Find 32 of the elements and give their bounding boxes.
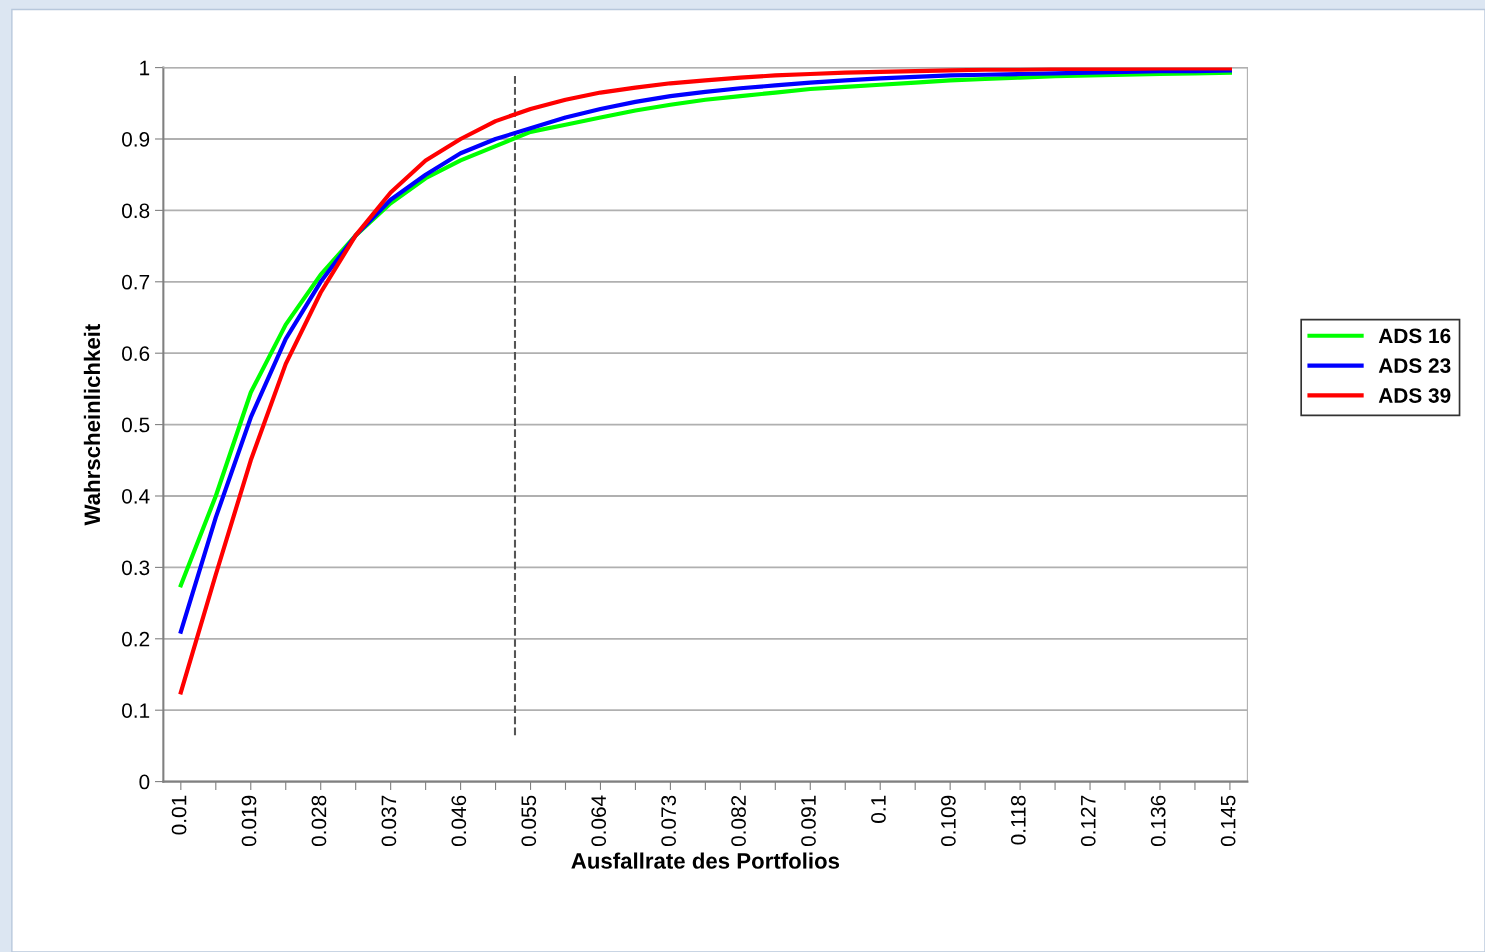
legend-label: ADS 39 (1378, 388, 1451, 403)
x-tick-label: 0.01 (171, 795, 187, 835)
y-tick-label: 0.2 (122, 631, 150, 647)
x-tick-label: 0.109 (941, 795, 956, 847)
x-tick-label: 0.073 (661, 795, 676, 847)
legend-label: ADS 23 (1378, 358, 1451, 374)
x-tick-label: 0.136 (1150, 795, 1166, 847)
x-tick-label: 0.118 (1010, 795, 1026, 845)
y-tick-label: 0.7 (122, 274, 150, 290)
x-tick-label: 0.028 (311, 795, 327, 847)
x-tick-label: 0.019 (241, 795, 257, 847)
x-tick-label: 0.1 (871, 795, 886, 823)
y-tick-label: 0.5 (122, 417, 150, 433)
y-tick-label: 0.6 (122, 346, 150, 361)
y-tick-label: 0.9 (122, 131, 150, 147)
y-tick-label: 0.3 (122, 560, 150, 576)
y-tick-label: 0.1 (122, 703, 150, 718)
x-tick-label: 0.091 (801, 795, 816, 847)
y-tick-label: 0.4 (122, 488, 150, 504)
x-tick-label: 0.145 (1220, 795, 1236, 847)
x-axis-title: Ausfallrate des Portfolios (571, 852, 840, 869)
y-axis-title: Wahrscheinlichkeit (83, 324, 101, 526)
x-tick-label: 0.127 (1080, 795, 1096, 847)
x-tick-label: 0.082 (731, 795, 746, 847)
y-tick-label: 1 (140, 60, 150, 76)
y-tick-label: 0.8 (122, 203, 150, 219)
x-tick-label: 0.055 (521, 795, 537, 847)
x-tick-label: 0.064 (591, 795, 607, 847)
legend-label: ADS 16 (1378, 328, 1451, 344)
x-tick-label: 0.046 (451, 795, 467, 847)
y-tick-label: 0 (139, 774, 150, 790)
x-tick-label: 0.037 (381, 795, 397, 847)
